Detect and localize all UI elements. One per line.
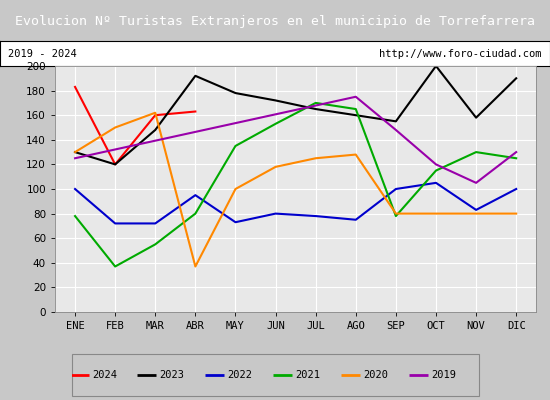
Text: 2024: 2024 xyxy=(92,370,117,380)
Text: 2023: 2023 xyxy=(160,370,185,380)
Text: http://www.foro-ciudad.com: http://www.foro-ciudad.com xyxy=(379,49,542,59)
Text: 2020: 2020 xyxy=(363,370,388,380)
Text: 2022: 2022 xyxy=(228,370,252,380)
Text: Evolucion Nº Turistas Extranjeros en el municipio de Torrefarrera: Evolucion Nº Turistas Extranjeros en el … xyxy=(15,14,535,28)
Text: 2019: 2019 xyxy=(431,370,456,380)
Text: 2021: 2021 xyxy=(295,370,320,380)
Text: 2019 - 2024: 2019 - 2024 xyxy=(8,49,77,59)
